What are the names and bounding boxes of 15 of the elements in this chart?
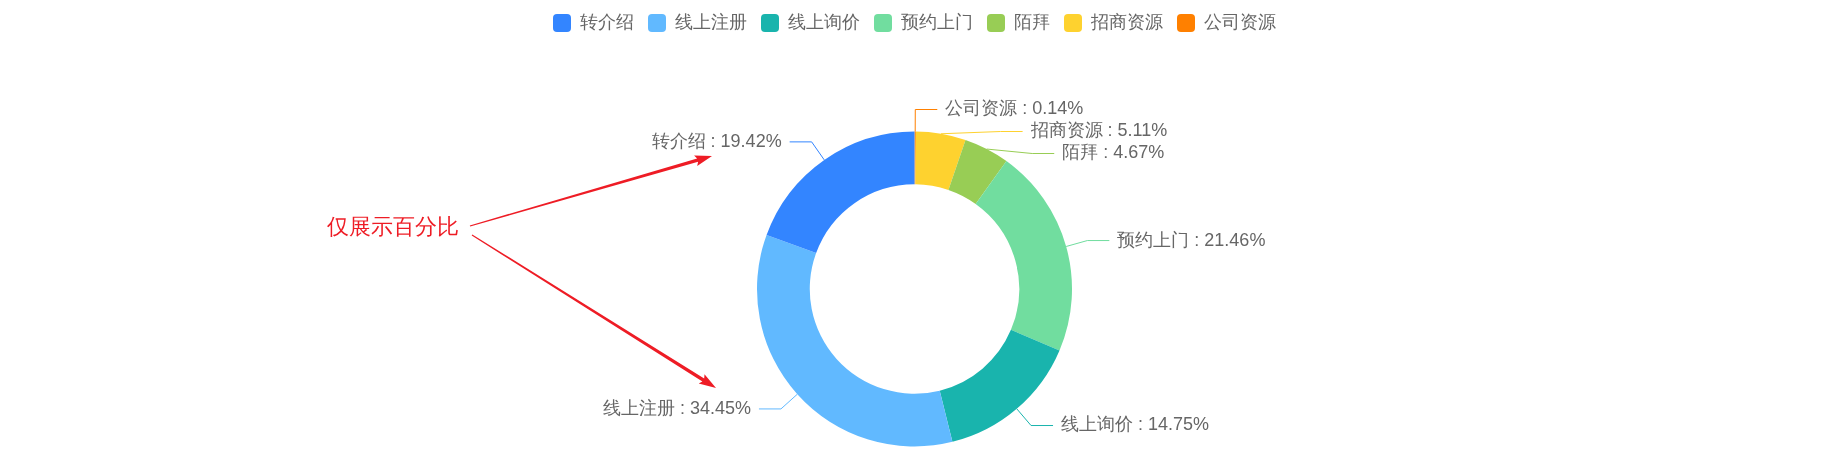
legend-label: 线上询价 <box>788 11 860 32</box>
text: 仅展示百分比 <box>327 213 459 241</box>
legend-label: 陌拜 <box>1014 11 1050 32</box>
legend-label: 公司资源 <box>1204 11 1276 32</box>
legend-label: 预约上门 <box>901 11 973 32</box>
data-label: 公司资源 : 0.14% <box>945 98 1084 119</box>
legend-label: 线上注册 <box>675 11 747 32</box>
data-label: 线上询价 : 14.75% <box>1061 414 1210 435</box>
data-label: 招商资源 : 5.11% <box>1029 120 1168 141</box>
legend-label: 转介绍 <box>580 11 634 32</box>
data-label: 线上注册 : 34.45% <box>602 397 751 418</box>
data-label: 陌拜 : 4.67% <box>1062 142 1165 163</box>
data-label: 预约上门 : 21.46% <box>1117 229 1266 250</box>
legend-label: 招商资源 <box>1090 11 1163 32</box>
data-label: 转介绍 : 19.42% <box>651 130 782 151</box>
